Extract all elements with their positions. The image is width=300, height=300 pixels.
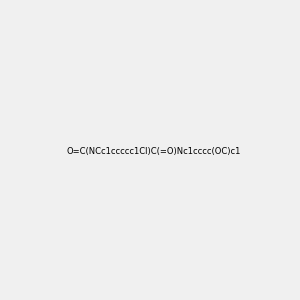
Text: O=C(NCc1ccccc1Cl)C(=O)Nc1cccc(OC)c1: O=C(NCc1ccccc1Cl)C(=O)Nc1cccc(OC)c1 (67, 147, 241, 156)
